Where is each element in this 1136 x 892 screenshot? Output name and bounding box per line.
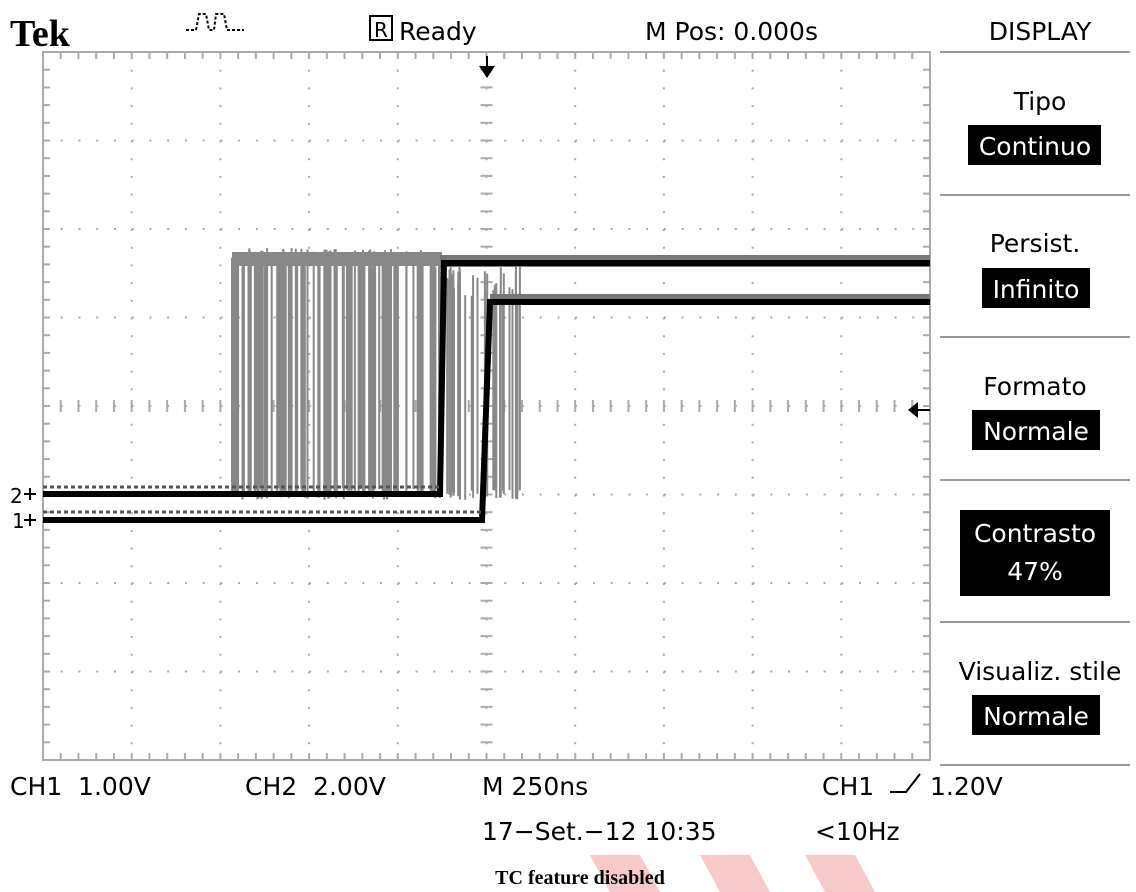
position: M Pos: 0.000s bbox=[645, 17, 818, 46]
status-icon: R bbox=[374, 18, 388, 42]
frequency: <10Hz bbox=[815, 817, 900, 846]
menu-value[interactable]: Continuo bbox=[979, 132, 1091, 161]
menu-label[interactable]: Formato bbox=[983, 372, 1086, 401]
menu: Tipo Continuo Persist. Infinito Formato … bbox=[940, 52, 1130, 765]
ch1-marker: 1 bbox=[12, 509, 25, 533]
menu-label[interactable]: Tipo bbox=[1013, 87, 1067, 116]
menu-value[interactable]: Infinito bbox=[993, 275, 1080, 304]
ch2-marker-arrow bbox=[24, 488, 36, 500]
brand: Tek bbox=[10, 13, 71, 55]
trigger-slope bbox=[890, 774, 920, 792]
menu-value[interactable]: 47% bbox=[1007, 557, 1063, 586]
trigger-position-marker bbox=[479, 56, 495, 78]
acquire-icon bbox=[186, 14, 244, 30]
persistence-trace bbox=[232, 248, 520, 500]
menu-value[interactable]: Normale bbox=[983, 417, 1089, 446]
trigger-level: 1.20V bbox=[930, 772, 1003, 801]
menu-label[interactable]: Contrasto bbox=[974, 519, 1096, 548]
menu-title: DISPLAY bbox=[989, 17, 1092, 46]
menu-label[interactable]: Persist. bbox=[990, 229, 1081, 258]
ch1-marker-arrow bbox=[24, 514, 36, 526]
date: 17−Set.−12 10:35 bbox=[482, 817, 717, 846]
status: Ready bbox=[399, 17, 477, 46]
notice: TC feature disabled bbox=[495, 867, 665, 889]
menu-value[interactable]: Normale bbox=[983, 702, 1089, 731]
ch1-scale: CH1 1.00V bbox=[10, 772, 151, 801]
timebase: M 250ns bbox=[482, 772, 588, 801]
trigger-source: CH1 bbox=[822, 772, 874, 801]
persistence-band bbox=[232, 252, 442, 266]
ch2-scale: CH2 2.00V bbox=[245, 772, 386, 801]
waveforms bbox=[43, 248, 930, 520]
ch2-marker: 2 bbox=[10, 484, 23, 508]
menu-label[interactable]: Visualiz. stile bbox=[959, 657, 1122, 686]
oscilloscope-screen: Tek R Ready M Pos: 0.000s DISPLAY 2 1 Ti… bbox=[0, 0, 1136, 892]
